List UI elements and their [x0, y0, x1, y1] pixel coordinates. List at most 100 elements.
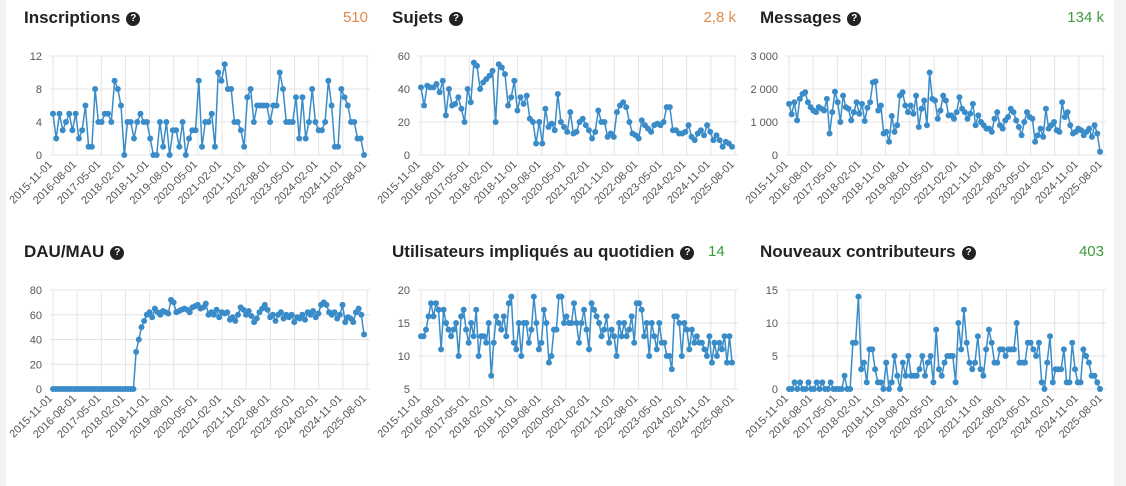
- data-point: [56, 110, 63, 117]
- data-point: [713, 132, 720, 139]
- y-tick-label: 20: [30, 359, 42, 371]
- data-point: [485, 320, 492, 326]
- data-point: [341, 94, 348, 101]
- data-point: [1059, 99, 1066, 106]
- data-point: [660, 119, 667, 125]
- data-point: [907, 102, 914, 109]
- data-point: [568, 320, 575, 326]
- data-point: [824, 386, 831, 392]
- data-point: [430, 313, 437, 320]
- data-point: [486, 72, 493, 79]
- data-point: [458, 313, 465, 320]
- panel-title[interactable]: Sujets?: [392, 8, 464, 28]
- question-circle-icon[interactable]: ?: [110, 246, 125, 260]
- data-point: [837, 119, 844, 125]
- data-point: [953, 109, 960, 116]
- data-point: [137, 110, 144, 117]
- data-point: [958, 346, 965, 353]
- data-point: [661, 339, 668, 346]
- data-point: [470, 333, 477, 340]
- data-point: [834, 99, 841, 106]
- data-point: [805, 379, 812, 386]
- data-point: [956, 94, 963, 101]
- data-point: [938, 372, 945, 379]
- data-point: [1038, 379, 1045, 386]
- question-circle-icon[interactable]: ?: [449, 12, 464, 26]
- data-point: [691, 339, 698, 346]
- data-point: [149, 314, 156, 321]
- data-point: [420, 333, 427, 340]
- data-point: [221, 61, 228, 68]
- data-point: [121, 152, 128, 158]
- data-point: [693, 333, 700, 340]
- question-circle-icon[interactable]: ?: [847, 12, 862, 26]
- data-point: [261, 301, 268, 308]
- data-point: [831, 88, 838, 95]
- panel-title[interactable]: DAU/MAU?: [24, 242, 125, 262]
- panel-title-text: Inscriptions: [24, 8, 121, 27]
- data-point: [538, 339, 545, 346]
- data-point: [711, 339, 718, 346]
- data-point: [988, 339, 995, 346]
- data-point: [606, 339, 613, 346]
- data-point: [517, 94, 524, 101]
- question-circle-icon[interactable]: ?: [126, 12, 141, 26]
- data-point: [483, 339, 490, 346]
- data-point: [719, 143, 726, 150]
- y-tick-label: 0: [772, 384, 778, 396]
- data-point: [688, 326, 695, 333]
- data-point: [1040, 133, 1047, 140]
- data-point: [941, 359, 948, 366]
- data-point: [921, 97, 928, 104]
- data-point: [1047, 333, 1054, 340]
- data-point: [601, 326, 608, 333]
- data-point: [823, 95, 830, 102]
- data-point: [972, 359, 979, 366]
- data-point: [905, 353, 912, 359]
- data-point: [53, 135, 60, 142]
- data-point: [701, 346, 708, 353]
- panel-title[interactable]: Nouveaux contributeurs?: [760, 242, 976, 262]
- data-point: [228, 86, 235, 92]
- panel-title[interactable]: Utilisateurs impliqués au quotidien?: [392, 242, 695, 262]
- data-point: [716, 137, 723, 144]
- panel-title[interactable]: Inscriptions?: [24, 8, 141, 28]
- data-point: [853, 99, 860, 106]
- data-point: [1030, 346, 1037, 353]
- data-point: [551, 127, 558, 134]
- data-point: [540, 306, 547, 313]
- data-point: [937, 107, 944, 114]
- data-point: [886, 138, 893, 145]
- data-point: [899, 359, 906, 366]
- y-tick-label: 60: [30, 310, 42, 322]
- data-point: [704, 122, 711, 129]
- data-point: [322, 119, 329, 125]
- data-point: [118, 102, 125, 109]
- data-point: [433, 300, 440, 307]
- data-point: [350, 319, 357, 326]
- data-point: [548, 353, 555, 359]
- data-point: [445, 326, 452, 333]
- data-point: [513, 346, 520, 353]
- question-circle-icon[interactable]: ?: [961, 246, 976, 260]
- data-point: [589, 135, 596, 142]
- data-point: [610, 133, 617, 140]
- question-circle-icon[interactable]: ?: [680, 246, 695, 260]
- data-point: [498, 64, 505, 71]
- y-tick-label: 12: [30, 51, 42, 63]
- data-point: [208, 110, 215, 117]
- y-tick-label: 20: [398, 285, 410, 297]
- data-point: [492, 119, 499, 125]
- data-point: [999, 125, 1006, 132]
- data-point: [105, 110, 112, 117]
- data-point: [961, 109, 968, 116]
- data-point: [495, 320, 502, 326]
- panel-title[interactable]: Messages?: [760, 8, 862, 28]
- data-point: [686, 346, 693, 353]
- data-point: [802, 89, 809, 96]
- data-point: [477, 86, 484, 92]
- data-point: [560, 320, 567, 326]
- data-point: [626, 119, 633, 125]
- data-point: [561, 123, 568, 130]
- data-point: [576, 339, 583, 346]
